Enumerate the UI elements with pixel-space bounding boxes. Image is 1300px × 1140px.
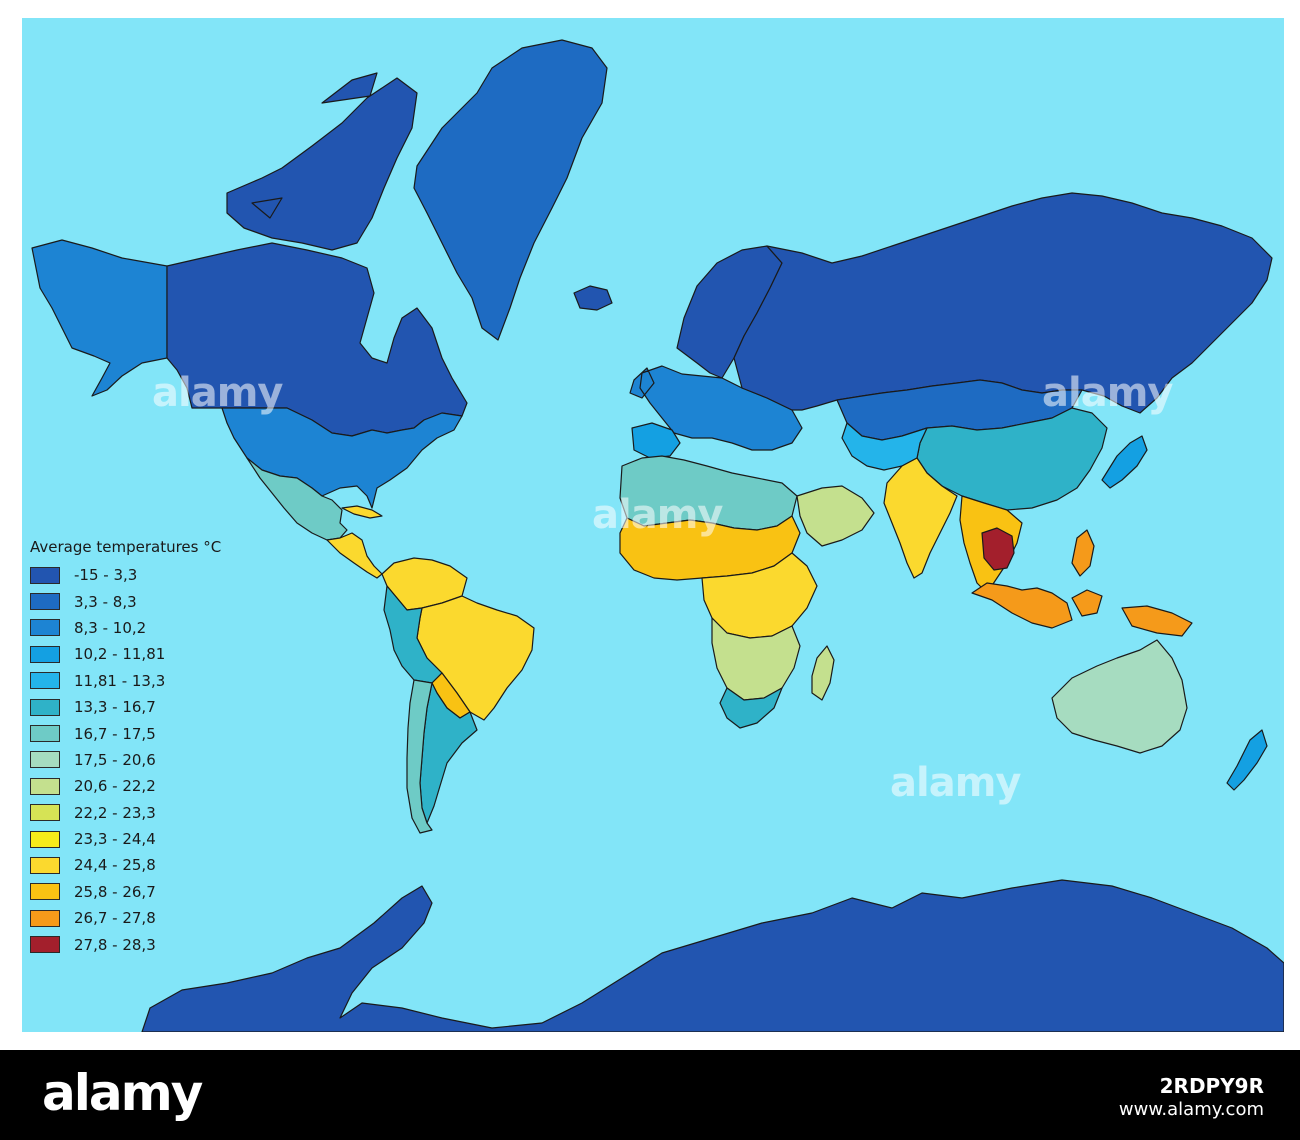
legend-label: 10,2 - 11,81 bbox=[74, 645, 166, 664]
legend-item: 16,7 - 17,5 bbox=[30, 720, 290, 746]
footer-logo: alamy bbox=[42, 1064, 203, 1122]
region-philippines bbox=[1071, 529, 1095, 577]
legend-swatch bbox=[30, 566, 60, 584]
legend-item: 3,3 - 8,3 bbox=[30, 588, 290, 614]
legend-swatch bbox=[30, 909, 60, 927]
legend-label: 17,5 - 20,6 bbox=[74, 750, 156, 769]
region-iceland bbox=[573, 285, 613, 311]
legend-item: 11,81 - 13,3 bbox=[30, 668, 290, 694]
region-russia bbox=[733, 192, 1273, 414]
legend-item: 27,8 - 28,3 bbox=[30, 931, 290, 957]
legend-item: 8,3 - 10,2 bbox=[30, 615, 290, 641]
legend-label: 26,7 - 27,8 bbox=[74, 909, 156, 928]
legend-item: 23,3 - 24,4 bbox=[30, 826, 290, 852]
region-greenland bbox=[413, 39, 608, 341]
legend-swatch bbox=[30, 804, 60, 822]
region-new-zealand bbox=[1226, 729, 1268, 791]
legend-item: 13,3 - 16,7 bbox=[30, 694, 290, 720]
region-canadian-arctic bbox=[226, 72, 418, 251]
legend-title: Average temperatures °C bbox=[30, 538, 222, 556]
legend-label: 24,4 - 25,8 bbox=[74, 856, 156, 875]
region-western-europe bbox=[629, 365, 803, 451]
region-southern-africa bbox=[711, 617, 801, 701]
region-mexico bbox=[246, 457, 348, 541]
legend-item: 17,5 - 20,6 bbox=[30, 747, 290, 773]
region-central-america bbox=[326, 505, 383, 579]
region-alaska bbox=[31, 239, 168, 397]
legend-swatch bbox=[30, 725, 60, 743]
legend-swatch bbox=[30, 751, 60, 769]
legend-label: 8,3 - 10,2 bbox=[74, 618, 147, 637]
region-iberia bbox=[631, 422, 681, 459]
legend-swatch bbox=[30, 645, 60, 663]
region-chile bbox=[406, 679, 433, 834]
legend-label: 13,3 - 16,7 bbox=[74, 698, 156, 717]
legend-label: 23,3 - 24,4 bbox=[74, 830, 156, 849]
legend-item: 20,6 - 22,2 bbox=[30, 773, 290, 799]
region-new-guinea bbox=[1121, 605, 1193, 637]
footer-image-id: 2RDPY9R www.alamy.com bbox=[1119, 1074, 1264, 1122]
watermark-left: alamy bbox=[152, 370, 283, 416]
region-thailand-cambodia bbox=[981, 527, 1015, 571]
site-url: www.alamy.com bbox=[1118, 1099, 1264, 1120]
watermark-center: alamy bbox=[592, 492, 723, 538]
legend-swatch bbox=[30, 856, 60, 874]
region-japan bbox=[1101, 435, 1148, 489]
region-south-africa bbox=[719, 687, 783, 729]
legend-item: -15 - 3,3 bbox=[30, 562, 290, 588]
legend-swatch bbox=[30, 593, 60, 611]
legend-swatch bbox=[30, 830, 60, 848]
region-antarctica bbox=[141, 879, 1284, 1032]
region-india bbox=[883, 457, 958, 579]
region-indonesia bbox=[971, 582, 1103, 629]
watermark-right: alamy bbox=[1042, 370, 1173, 416]
legend-label: 25,8 - 26,7 bbox=[74, 882, 156, 901]
legend-swatch bbox=[30, 672, 60, 690]
legend-label: 27,8 - 28,3 bbox=[74, 935, 156, 954]
legend-items: -15 - 3,3 3,3 - 8,3 8,3 - 10,2 10,2 - 11,81… bbox=[30, 562, 290, 958]
legend-item: 26,7 - 27,8 bbox=[30, 905, 290, 931]
footer-bar: alamy 2RDPY9R www.alamy.com bbox=[0, 1050, 1300, 1140]
legend: Average temperatures °C -15 - 3,3 3,3 - 8… bbox=[30, 538, 290, 958]
legend-label: 22,2 - 23,3 bbox=[74, 803, 156, 822]
legend-label: 3,3 - 8,3 bbox=[74, 592, 137, 611]
legend-item: 10,2 - 11,81 bbox=[30, 641, 290, 667]
legend-label: 20,6 - 22,2 bbox=[74, 777, 156, 796]
legend-swatch bbox=[30, 698, 60, 716]
legend-label: 11,81 - 13,3 bbox=[74, 671, 166, 690]
legend-label: -15 - 3,3 bbox=[74, 566, 138, 585]
legend-item: 25,8 - 26,7 bbox=[30, 879, 290, 905]
legend-swatch bbox=[30, 619, 60, 637]
image-code: 2RDPY9R bbox=[1159, 1074, 1264, 1098]
legend-item: 22,2 - 23,3 bbox=[30, 800, 290, 826]
region-arabian-peninsula bbox=[796, 485, 875, 547]
legend-item: 24,4 - 25,8 bbox=[30, 852, 290, 878]
legend-label: 16,7 - 17,5 bbox=[74, 724, 156, 743]
legend-swatch bbox=[30, 883, 60, 901]
region-madagascar bbox=[811, 645, 835, 701]
legend-swatch bbox=[30, 777, 60, 795]
legend-swatch bbox=[30, 936, 60, 954]
region-australia bbox=[1051, 639, 1188, 754]
map-canvas bbox=[31, 39, 1284, 1032]
watermark-bottom: alamy bbox=[890, 760, 1021, 806]
world-map: Average temperatures °C -15 - 3,3 3,3 - 8… bbox=[22, 18, 1284, 1032]
